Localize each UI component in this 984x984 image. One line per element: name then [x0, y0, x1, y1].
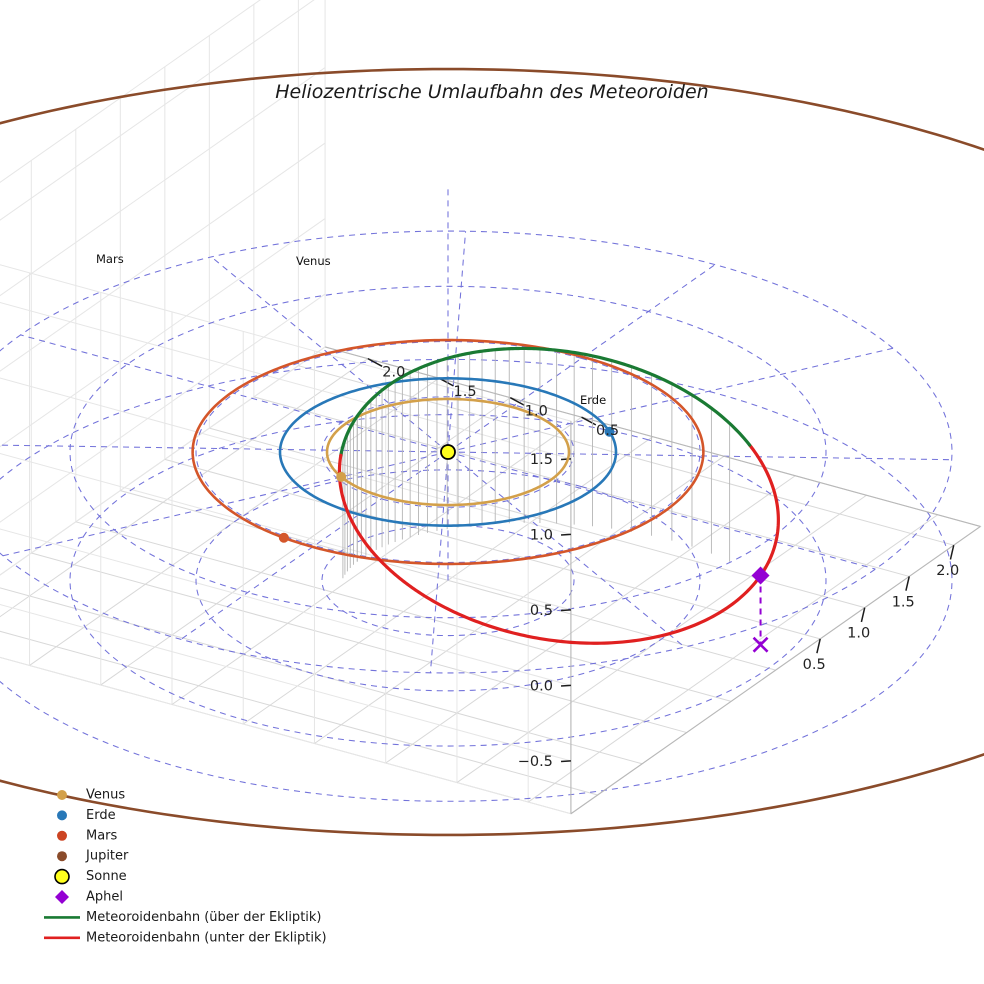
orbit-venus [325, 397, 571, 507]
legend-label[interactable]: Sonne [86, 869, 127, 884]
planet-markers [278, 426, 615, 543]
legend-marker-sonne [54, 868, 70, 885]
meteoroid-height-stems [342, 348, 731, 579]
axis-tick-label: 1.5 [454, 384, 477, 400]
legend-marker-jupiter [57, 851, 67, 862]
axis-tick-label: 0.5 [530, 603, 553, 619]
legend-label[interactable]: Meteoroidenbahn (unter der Ekliptik) [86, 930, 327, 945]
planet-annotations: Mars Venus Erde [96, 252, 606, 407]
axes-lines-ticks [324, 346, 981, 815]
aphel-marker[interactable] [751, 566, 770, 585]
axis-tick-label: 1.0 [525, 404, 548, 420]
axis-tick-label: −0.5 [518, 754, 553, 770]
axis-tick-label: 1.5 [892, 594, 915, 610]
axis-tick-label: 2.0 [936, 563, 959, 579]
axis-tick-label: 1.0 [847, 626, 870, 642]
planet-orbits [0, 67, 984, 837]
plot-title: Heliozentrische Umlaufbahn des Meteoroid… [275, 81, 708, 103]
legend-label[interactable]: Meteoroidenbahn (über der Ekliptik) [86, 910, 322, 925]
legend-marker-aphel [55, 890, 69, 904]
axis-tick-label: 0.5 [803, 657, 826, 673]
orbit-jupiter [0, 67, 984, 837]
legend-label[interactable]: Mars [86, 828, 118, 843]
axis-tick-label: 1.5 [530, 452, 553, 468]
marker-mars[interactable] [278, 532, 289, 543]
annotation-erde: Erde [580, 393, 606, 407]
orbit-mars [191, 338, 705, 566]
marker-erde[interactable] [604, 426, 615, 437]
orbit-erde [278, 377, 618, 527]
annotation-mars: Mars [96, 252, 124, 266]
legend-marker-erde [57, 810, 67, 821]
meteoroid-orbit-above-ecliptic [355, 346, 752, 447]
aphel-marker-group [751, 566, 770, 653]
legend-label[interactable]: Erde [86, 808, 116, 823]
legend-marker-mars [57, 830, 67, 841]
legend-label[interactable]: Jupiter [85, 849, 129, 864]
aphel-projection-x-marker [752, 636, 769, 653]
axis-tick-label: 0.5 [596, 423, 619, 439]
axis-tick-label: 2.0 [382, 365, 405, 381]
legend[interactable]: Venus Erde Mars Jupiter Sonne Aphel Meteoroide… [44, 788, 327, 946]
marker-sonne[interactable] [440, 444, 456, 460]
legend-label[interactable]: Aphel [86, 890, 123, 905]
axis-tick-label: 0.0 [530, 678, 553, 694]
axis-tick-label: 1.0 [530, 527, 553, 543]
meteoroid-orbit-above-ecliptic [339, 414, 359, 457]
legend-marker-venus [57, 790, 67, 800]
axis-tick-labels: 1.5 1.0 0.5 0.0 −0.5 0.5 1.0 1.5 2.0 0.5 1.0 1.5 2.0 [382, 365, 959, 770]
annotation-venus: Venus [296, 254, 331, 268]
marker-venus[interactable] [336, 471, 347, 482]
legend-label[interactable]: Venus [86, 788, 125, 803]
axes-panes [0, 0, 982, 815]
polar-grid [0, 187, 953, 802]
